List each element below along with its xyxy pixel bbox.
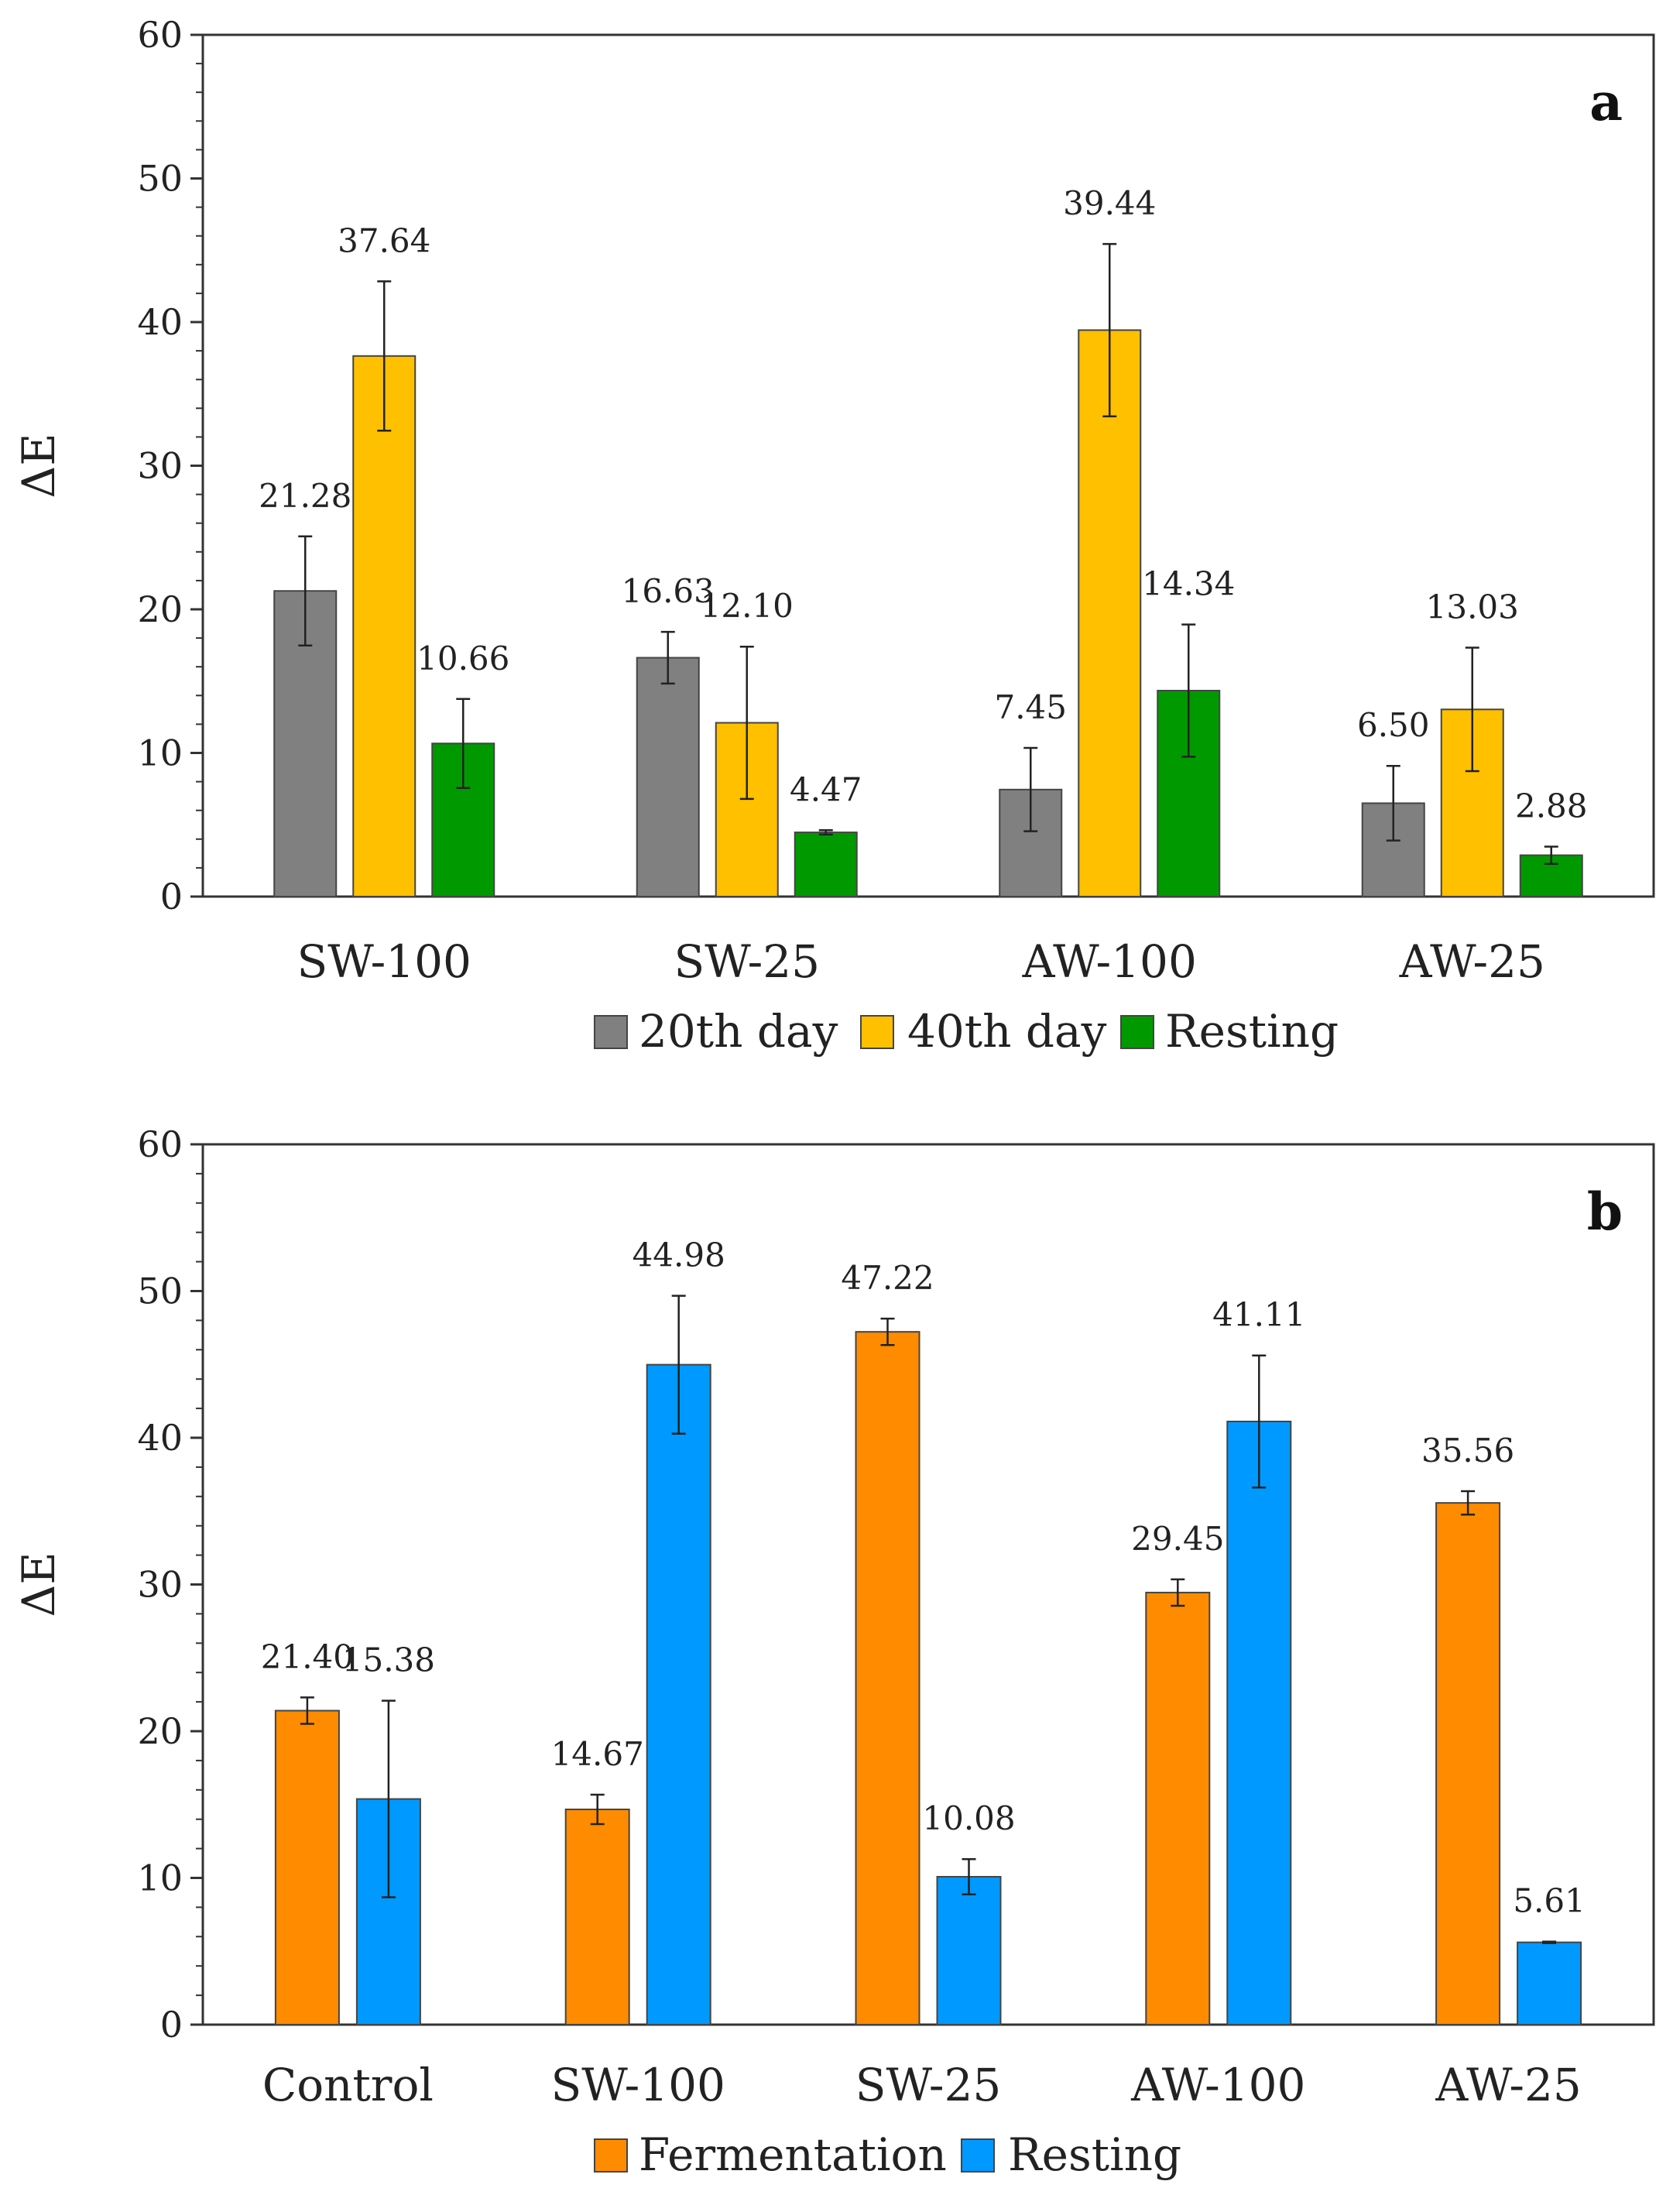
panel-b-category-label-aw-25: AW-25 bbox=[1435, 2059, 1581, 2111]
panel-b-data-label-resting-aw-25: 5.61 bbox=[1513, 1882, 1586, 1920]
panel-a-panel-letter: a bbox=[1589, 72, 1623, 132]
panel-a-category-label-sw-25: SW-25 bbox=[674, 935, 820, 988]
panel-a-category-label-aw-25: AW-25 bbox=[1399, 935, 1545, 988]
panel-b-y-axis-title: ΔE bbox=[12, 1552, 65, 1617]
panel-b-y-tick-label: 60 bbox=[137, 1123, 183, 1165]
panel-b-data-label-resting-aw-100: 41.11 bbox=[1212, 1296, 1305, 1334]
panel-b-data-label-resting-sw-25: 10.08 bbox=[922, 1799, 1015, 1837]
panel-a-data-label-resting-aw-100: 14.34 bbox=[1142, 565, 1235, 603]
panel-a-y-axis-title: ΔE bbox=[12, 433, 65, 498]
panel-a-legend-label-40th-day: 40th day bbox=[907, 1005, 1107, 1058]
panel-b-category-label-aw-100: AW-100 bbox=[1130, 2059, 1305, 2111]
panel-a-data-label-40th-day-aw-100: 39.44 bbox=[1063, 184, 1156, 222]
panel-b-bar-resting-aw-25 bbox=[1517, 1941, 1582, 2025]
panel-a-legend-swatch-40th-day bbox=[860, 1015, 894, 1049]
panel-b-bar-fermentation-sw-100 bbox=[564, 1809, 630, 2025]
panel-b-bar-fermentation-sw-25 bbox=[855, 1331, 920, 2025]
panel-b-y-tick-label: 0 bbox=[160, 2004, 183, 2046]
panel-b-legend-label-resting: Resting bbox=[1008, 2128, 1181, 2181]
panel-b-bar-fermentation-control bbox=[274, 1710, 340, 2025]
panel-b-bar-resting-sw-25 bbox=[936, 1875, 1002, 2025]
panel-b-data-label-fermentation-control: 21.40 bbox=[261, 1638, 354, 1675]
panel-b-legend-label-fermentation: Fermentation bbox=[639, 2128, 947, 2181]
panel-a-plot-frame bbox=[201, 33, 1655, 898]
panel-a-bar-40th-day-aw-100 bbox=[1078, 329, 1142, 897]
panel-a-data-label-20th-day-aw-100: 7.45 bbox=[994, 688, 1067, 726]
panel-b-data-label-fermentation-aw-25: 35.56 bbox=[1421, 1432, 1514, 1470]
panel-a-y-tick-label: 30 bbox=[137, 445, 183, 487]
panel-b-bar-fermentation-aw-25 bbox=[1435, 1502, 1501, 2025]
panel-a-y-tick-label: 40 bbox=[137, 301, 183, 343]
panel-a-data-label-resting-aw-25: 2.88 bbox=[1515, 787, 1588, 825]
chart-panel-a: 0 10 20 30 40 50 60 ΔE a SW-100 21.28 37.64 10.66 SW-… bbox=[12, 14, 1655, 1058]
panel-a-legend-swatch-resting bbox=[1120, 1015, 1154, 1049]
panel-a-category-label-sw-100: SW-100 bbox=[297, 935, 471, 988]
panel-a-bar-20th-day-sw-25 bbox=[636, 657, 700, 897]
panel-a-bar-40th-day-sw-100 bbox=[352, 355, 417, 897]
panel-b-data-label-fermentation-aw-100: 29.45 bbox=[1131, 1520, 1224, 1558]
panel-a-y-tick-label: 0 bbox=[160, 876, 183, 917]
panel-b-category-label-sw-100: SW-100 bbox=[550, 2059, 725, 2111]
panel-a-y-tick-label: 50 bbox=[137, 158, 183, 200]
panel-b-bar-fermentation-aw-100 bbox=[1145, 1591, 1211, 2026]
panel-b-bar-resting-sw-100 bbox=[646, 1363, 711, 2025]
panel-b-legend-swatch-resting bbox=[961, 2138, 995, 2173]
panel-a-data-label-40th-day-aw-25: 13.03 bbox=[1426, 588, 1519, 626]
panel-b-y-tick-label: 40 bbox=[137, 1417, 183, 1459]
panel-b-y-tick-label: 30 bbox=[137, 1564, 183, 1606]
panel-a-bar-resting-sw-25 bbox=[794, 832, 858, 898]
panel-b-panel-letter: b bbox=[1587, 1181, 1623, 1242]
panel-b-data-label-fermentation-sw-100: 14.67 bbox=[551, 1735, 644, 1773]
panel-a-data-label-resting-sw-100: 10.66 bbox=[417, 640, 509, 677]
panel-a-legend-label-resting: Resting bbox=[1165, 1005, 1339, 1058]
panel-b-bar-resting-control bbox=[355, 1798, 421, 2026]
panel-b-y-tick-label: 20 bbox=[137, 1710, 183, 1752]
panel-b-y-tick-label: 50 bbox=[137, 1271, 183, 1312]
panel-a-data-label-40th-day-sw-25: 12.10 bbox=[701, 587, 794, 625]
panel-a-category-label-aw-100: AW-100 bbox=[1022, 935, 1197, 988]
panel-a-legend-swatch-20th-day bbox=[594, 1015, 628, 1049]
panel-a-y-tick-label: 20 bbox=[137, 588, 183, 630]
panel-a-data-label-20th-day-aw-25: 6.50 bbox=[1357, 706, 1430, 744]
panel-a-data-label-resting-sw-25: 4.47 bbox=[790, 770, 862, 808]
panel-a-data-label-40th-day-sw-100: 37.64 bbox=[338, 221, 430, 259]
panel-b-bar-resting-aw-100 bbox=[1226, 1420, 1292, 2025]
panel-a-legend-label-20th-day: 20th day bbox=[639, 1005, 838, 1058]
panel-b-category-label-control: Control bbox=[262, 2059, 434, 2111]
panel-b-y-tick-label: 10 bbox=[137, 1857, 183, 1899]
panel-a-data-label-20th-day-sw-100: 21.28 bbox=[259, 477, 351, 515]
panel-b-data-label-resting-control: 15.38 bbox=[342, 1641, 435, 1679]
panel-b-data-label-fermentation-sw-25: 47.22 bbox=[841, 1259, 934, 1297]
panel-b-data-label-resting-sw-100: 44.98 bbox=[633, 1236, 725, 1274]
panel-a-data-label-20th-day-sw-25: 16.63 bbox=[622, 572, 715, 610]
panel-b-legend-swatch-fermentation bbox=[594, 2138, 628, 2173]
panel-a-y-tick-label: 10 bbox=[137, 732, 183, 774]
panel-b-category-label-sw-25: SW-25 bbox=[855, 2059, 1002, 2111]
panel-a-y-tick-label: 60 bbox=[137, 14, 183, 56]
